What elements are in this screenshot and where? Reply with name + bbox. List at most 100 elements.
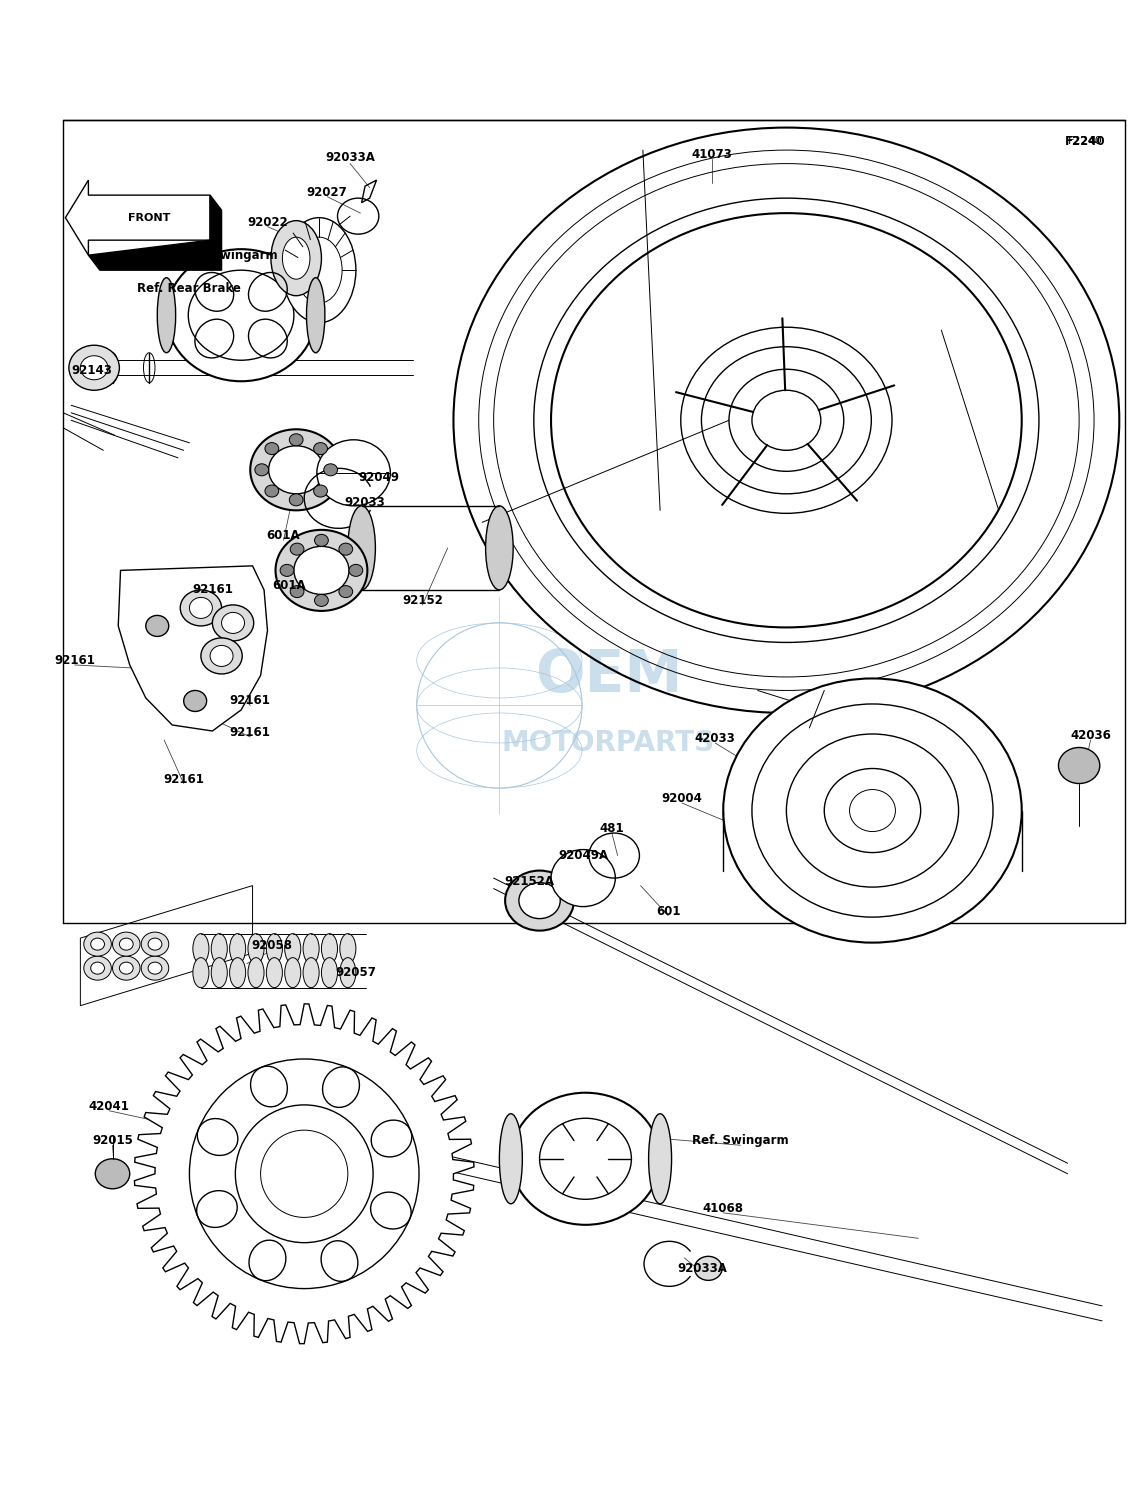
Ellipse shape [230,958,246,988]
Ellipse shape [313,443,327,455]
Ellipse shape [141,932,169,956]
Ellipse shape [180,590,222,626]
Ellipse shape [166,249,316,381]
Ellipse shape [84,932,111,956]
Ellipse shape [307,278,325,353]
Ellipse shape [303,934,319,964]
Polygon shape [210,195,222,255]
Ellipse shape [519,883,560,919]
Text: 92015: 92015 [92,1135,133,1147]
Text: 41068: 41068 [703,1202,744,1214]
Ellipse shape [193,958,209,988]
Ellipse shape [119,938,133,950]
Ellipse shape [340,934,356,964]
Text: Ref. Swingarm: Ref. Swingarm [181,249,278,261]
Ellipse shape [265,443,279,455]
Ellipse shape [276,530,367,611]
Text: 92161: 92161 [54,654,95,666]
Ellipse shape [1058,747,1100,784]
Text: 92161: 92161 [192,584,233,596]
Ellipse shape [211,958,227,988]
Text: 92057: 92057 [335,967,377,979]
Ellipse shape [84,956,111,980]
Ellipse shape [315,594,328,606]
Text: 92049: 92049 [358,471,400,483]
Text: 92033A: 92033A [677,1262,728,1274]
Ellipse shape [95,1159,130,1189]
Ellipse shape [201,638,242,674]
Polygon shape [134,1004,474,1343]
Ellipse shape [285,934,301,964]
Text: 92161: 92161 [163,773,204,785]
Ellipse shape [69,345,119,390]
Ellipse shape [266,958,282,988]
Ellipse shape [551,850,615,907]
Text: F2240: F2240 [1068,137,1102,146]
Ellipse shape [321,934,338,964]
Text: 92161: 92161 [230,695,271,707]
Ellipse shape [313,485,327,497]
Ellipse shape [282,218,356,323]
Ellipse shape [271,221,321,296]
Ellipse shape [339,543,352,555]
Ellipse shape [255,464,269,476]
Ellipse shape [157,278,176,353]
Text: 42033: 42033 [695,732,736,744]
Ellipse shape [212,605,254,641]
Ellipse shape [248,934,264,964]
Ellipse shape [486,506,513,590]
Ellipse shape [91,962,104,974]
Text: 481: 481 [599,823,625,835]
Ellipse shape [148,962,162,974]
Ellipse shape [250,429,342,510]
Ellipse shape [119,962,133,974]
Ellipse shape [315,534,328,546]
Ellipse shape [266,934,282,964]
Ellipse shape [289,494,303,506]
Text: FRONT: FRONT [129,213,170,222]
Text: 92161: 92161 [230,726,271,738]
Text: 92022: 92022 [247,216,288,228]
Ellipse shape [289,434,303,446]
Ellipse shape [146,615,169,636]
Polygon shape [88,240,222,270]
Ellipse shape [348,506,375,590]
Ellipse shape [80,356,108,380]
Ellipse shape [321,958,338,988]
Text: 92143: 92143 [71,365,113,377]
Text: 601A: 601A [272,579,307,591]
Ellipse shape [230,934,246,964]
Ellipse shape [189,597,212,618]
Ellipse shape [317,440,390,506]
Ellipse shape [505,871,574,931]
Ellipse shape [113,932,140,956]
Ellipse shape [280,564,294,576]
Ellipse shape [113,956,140,980]
Text: 92033A: 92033A [325,152,375,164]
Ellipse shape [294,546,349,594]
Ellipse shape [290,585,304,597]
Ellipse shape [148,938,162,950]
Ellipse shape [265,485,279,497]
Text: 92152: 92152 [402,594,443,606]
Text: 92027: 92027 [307,186,348,198]
Text: F2240: F2240 [1064,135,1106,147]
Ellipse shape [349,564,363,576]
Ellipse shape [193,934,209,964]
Text: 601: 601 [656,905,681,917]
Ellipse shape [285,958,301,988]
Text: 92049A: 92049A [558,850,608,862]
Text: 92152A: 92152A [504,875,554,887]
Ellipse shape [339,585,352,597]
Ellipse shape [222,612,245,633]
Ellipse shape [290,543,304,555]
Text: 42036: 42036 [1070,729,1111,741]
Ellipse shape [324,464,338,476]
Ellipse shape [499,1114,522,1204]
Ellipse shape [248,958,264,988]
Text: 42041: 42041 [88,1100,130,1112]
Ellipse shape [752,390,821,450]
Text: 601A: 601A [266,530,301,542]
Text: 92058: 92058 [251,940,293,952]
Text: MOTORPARTS: MOTORPARTS [502,729,715,757]
